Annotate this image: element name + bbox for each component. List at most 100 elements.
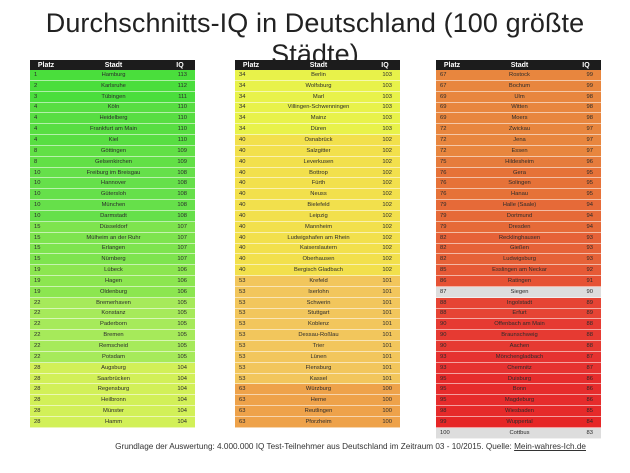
table-row: 82 Recklinghausen 93 (436, 232, 601, 244)
table-row: 28 Hamm 104 (30, 417, 195, 428)
table-row: 34 Mainz 103 (235, 113, 400, 125)
iq-cell: 88 (586, 332, 593, 339)
header-stadt: Stadt (309, 61, 328, 69)
table-row: 40 Kaiserslautern 102 (235, 243, 400, 255)
city-cell: Chemnitz (507, 364, 532, 371)
rank-cell: 28 (34, 408, 41, 415)
table-row: 86 Ratingen 91 (436, 276, 601, 287)
city-cell: Halle (Saale) (502, 202, 537, 209)
city-cell: Leverkusen (303, 158, 334, 165)
table-row: 22 Konstanz 105 (30, 308, 195, 320)
city-cell: Remscheid (99, 343, 128, 350)
header-iq: IQ (381, 61, 389, 69)
table-row: 10 München 108 (30, 200, 195, 211)
iq-cell: 105 (177, 299, 187, 306)
city-cell: Gelsenkirchen (94, 158, 133, 165)
table-row: 40 Fürth 102 (235, 178, 400, 190)
city-cell: Wolfsburg (305, 82, 332, 89)
iq-cell: 102 (382, 256, 392, 263)
iq-cell: 86 (586, 397, 593, 404)
iq-cell: 106 (177, 288, 187, 295)
city-cell: Frankfurt am Main (89, 126, 138, 133)
city-cell: Düren (310, 126, 327, 133)
table-row: 10 Hannover 108 (30, 178, 195, 190)
header-platz: Platz (443, 61, 461, 69)
city-cell: Herne (310, 397, 327, 404)
city-cell: Gütersloh (100, 191, 127, 198)
city-cell: Hanau (510, 191, 529, 198)
table-row: 10 Freiburg im Breisgau 108 (30, 167, 195, 179)
city-cell: Ulm (514, 93, 525, 100)
iq-cell: 100 (382, 408, 392, 415)
city-cell: Würzburg (305, 386, 332, 393)
iq-cell: 89 (586, 310, 593, 317)
iq-cell: 108 (177, 202, 187, 209)
city-cell: Recklinghausen (498, 234, 541, 241)
rank-cell: 22 (34, 353, 41, 360)
city-cell: Karlsruhe (101, 82, 126, 89)
iq-cell: 88 (586, 321, 593, 328)
iq-cell: 102 (382, 202, 392, 209)
table-row: 79 Halle (Saale) 94 (436, 200, 601, 211)
city-cell: Hildesheim (505, 158, 534, 165)
rank-cell: 76 (440, 169, 447, 176)
iq-cell: 104 (177, 386, 187, 393)
rank-cell: 82 (440, 234, 447, 241)
table-row: 99 Wuppertal 84 (436, 417, 601, 428)
rank-cell: 63 (239, 418, 246, 425)
rank-cell: 40 (239, 245, 246, 252)
rank-cell: 4 (34, 126, 38, 133)
table-row: 40 Leverkusen 102 (235, 156, 400, 168)
rank-cell: 40 (239, 256, 246, 263)
city-cell: Schwerin (306, 299, 331, 306)
table-row: 4 Heidelberg 110 (30, 113, 195, 125)
table-row: 15 Mülheim an der Ruhr 107 (30, 232, 195, 244)
rank-cell: 99 (440, 418, 447, 425)
table-row: 53 Schwerin 101 (235, 297, 400, 309)
rank-cell: 53 (239, 353, 246, 360)
header-iq: IQ (582, 61, 590, 69)
source-link[interactable]: Mein-wahres-Ich.de (514, 442, 586, 451)
table-row: 90 Aachen 88 (436, 341, 601, 352)
table-row: 28 Saarbrücken 104 (30, 373, 195, 385)
rank-cell: 53 (239, 332, 246, 339)
iq-cell: 108 (177, 191, 187, 198)
table-rows: 34 Berlin 103 34 Wolfsburg 103 34 Marl 103 34 Vill… (235, 70, 400, 428)
city-cell: Bochum (508, 82, 531, 89)
city-cell: Heidelberg (99, 115, 128, 122)
iq-cell: 111 (178, 93, 187, 100)
header-iq: IQ (176, 61, 184, 69)
rank-cell: 88 (440, 310, 447, 317)
rank-cell: 34 (239, 71, 246, 78)
city-cell: Neuss (310, 191, 327, 198)
iq-cell: 95 (586, 191, 593, 198)
table-row: 79 Dresden 94 (436, 221, 601, 233)
table-row: 34 Berlin 103 (235, 70, 400, 81)
rank-cell: 28 (34, 397, 41, 404)
table-row: 100 Cottbus 83 (436, 427, 601, 439)
rank-cell: 15 (34, 256, 41, 263)
table-header: Platz Stadt IQ (436, 60, 601, 70)
rank-cell: 28 (34, 418, 41, 425)
iq-cell: 97 (586, 147, 593, 154)
iq-cell: 104 (177, 418, 187, 425)
ranking-table-1: Platz Stadt IQ 1 Hamburg 113 2 Karlsruhe 112 3… (30, 60, 195, 428)
city-cell: Fürth (311, 180, 326, 187)
city-cell: Regensburg (97, 386, 130, 393)
rank-cell: 69 (440, 93, 447, 100)
city-cell: Wiesbaden (504, 408, 534, 415)
city-cell: Koblenz (308, 321, 329, 328)
city-cell: Marl (312, 93, 325, 100)
table-row: 93 Mönchengladbach 87 (436, 351, 601, 363)
table-row: 95 Duisburg 86 (436, 373, 601, 385)
city-cell: Mönchengladbach (495, 353, 544, 360)
iq-cell: 99 (586, 71, 593, 78)
iq-cell: 93 (586, 234, 593, 241)
rank-cell: 85 (440, 267, 447, 274)
iq-cell: 91 (586, 277, 593, 284)
iq-cell: 102 (382, 234, 392, 241)
city-cell: Magdeburg (504, 397, 535, 404)
city-cell: Duisburg (507, 375, 532, 382)
table-header: Platz Stadt IQ (30, 60, 195, 70)
city-cell: Osnabrück (304, 136, 333, 143)
